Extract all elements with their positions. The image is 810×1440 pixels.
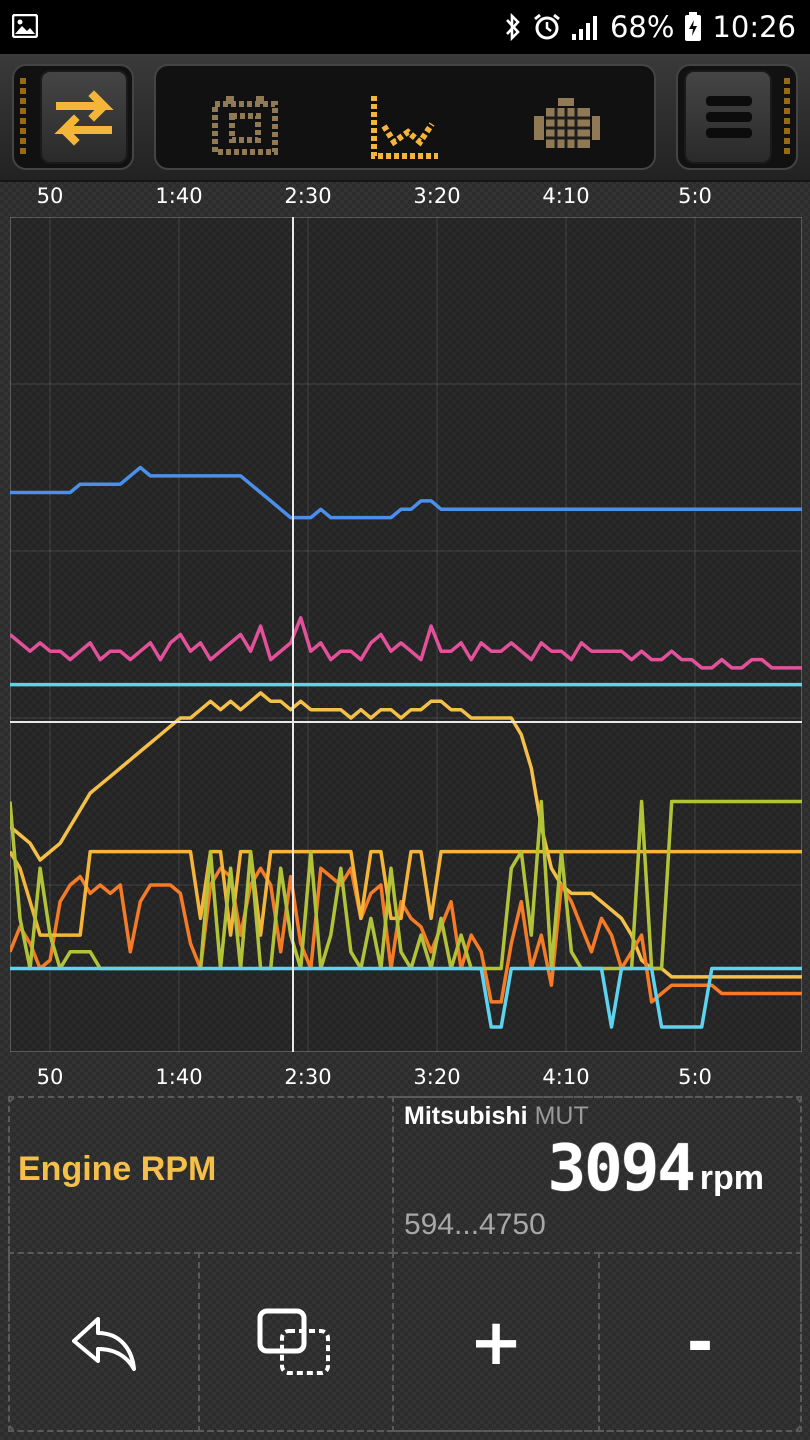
swap-button-face xyxy=(40,70,128,164)
time-tick: 5:0 xyxy=(678,184,712,208)
time-tick: 4:10 xyxy=(542,184,590,208)
engine-icon[interactable] xyxy=(530,96,602,158)
line-chart-icon[interactable] xyxy=(370,96,440,160)
time-tick: 50 xyxy=(36,184,64,208)
series-line-0 xyxy=(10,465,802,520)
source-brand: Mitsubishi xyxy=(404,1102,528,1130)
value-range: 594...4750 xyxy=(404,1208,546,1241)
mode-selector xyxy=(154,64,656,170)
zoom-out-button[interactable]: - xyxy=(598,1254,802,1432)
zoom-in-button[interactable]: + xyxy=(392,1254,600,1432)
value-cell xyxy=(392,1096,802,1254)
value-number: 3094 xyxy=(547,1132,696,1206)
current-value: 3094 rpm xyxy=(548,1132,764,1206)
indicator-dots xyxy=(20,78,26,156)
gallery-icon xyxy=(12,14,38,38)
time-axis-bottom: 50 1:40 2:30 3:20 4:10 5:0 xyxy=(0,1061,810,1097)
time-tick: 50 xyxy=(36,1065,64,1089)
time-tick: 3:20 xyxy=(413,184,461,208)
plus-icon: + xyxy=(469,1306,523,1380)
battery-percent: 68% xyxy=(609,10,675,44)
bluetooth-icon xyxy=(505,13,520,41)
battery-charging-icon xyxy=(685,12,702,41)
parameter-name[interactable]: Engine RPM xyxy=(18,1150,217,1188)
param-cell[interactable] xyxy=(8,1096,394,1254)
source-protocol: MUT xyxy=(534,1102,589,1130)
series-line-7 xyxy=(10,966,802,1029)
time-tick: 5:0 xyxy=(678,1065,712,1089)
series-line-4 xyxy=(10,866,802,1004)
time-tick: 3:20 xyxy=(413,1065,461,1089)
time-axis-top: 50 1:40 2:30 3:20 4:10 5:0 xyxy=(0,180,810,216)
swap-button[interactable] xyxy=(12,64,134,170)
toolbar xyxy=(0,54,810,182)
back-button[interactable] xyxy=(8,1254,200,1432)
duplicate-button[interactable] xyxy=(198,1254,394,1432)
alarm-icon xyxy=(534,13,560,40)
series-line-3 xyxy=(10,691,802,979)
undo-arrow-icon xyxy=(72,1317,136,1371)
copy-overlap-icon xyxy=(257,1308,330,1375)
time-tick: 2:30 xyxy=(284,1065,332,1089)
time-tick: 1:40 xyxy=(155,184,203,208)
time-tick: 1:40 xyxy=(155,1065,203,1089)
status-icons: 68% 10:26 xyxy=(504,0,796,54)
series-line-1 xyxy=(10,616,802,670)
hamburger-menu-icon xyxy=(706,96,752,138)
chart-frame xyxy=(10,217,802,1052)
time-tick: 2:30 xyxy=(284,184,332,208)
value-unit: rpm xyxy=(699,1159,764,1197)
dashboard-grid-icon[interactable] xyxy=(210,96,280,156)
clock: 10:26 xyxy=(712,10,796,44)
status-bar: 68% 10:26 xyxy=(0,0,810,54)
action-cell xyxy=(598,1252,802,1432)
menu-button[interactable] xyxy=(676,64,798,170)
trend-chart[interactable] xyxy=(10,217,802,1052)
time-tick: 4:10 xyxy=(542,1065,590,1089)
menu-button-face xyxy=(684,70,772,164)
indicator-dots xyxy=(784,78,790,156)
swap-arrows-icon xyxy=(54,90,114,146)
data-source: Mitsubishi MUT xyxy=(404,1102,589,1131)
signal-icon xyxy=(571,16,597,40)
minus-icon: - xyxy=(686,1306,714,1380)
